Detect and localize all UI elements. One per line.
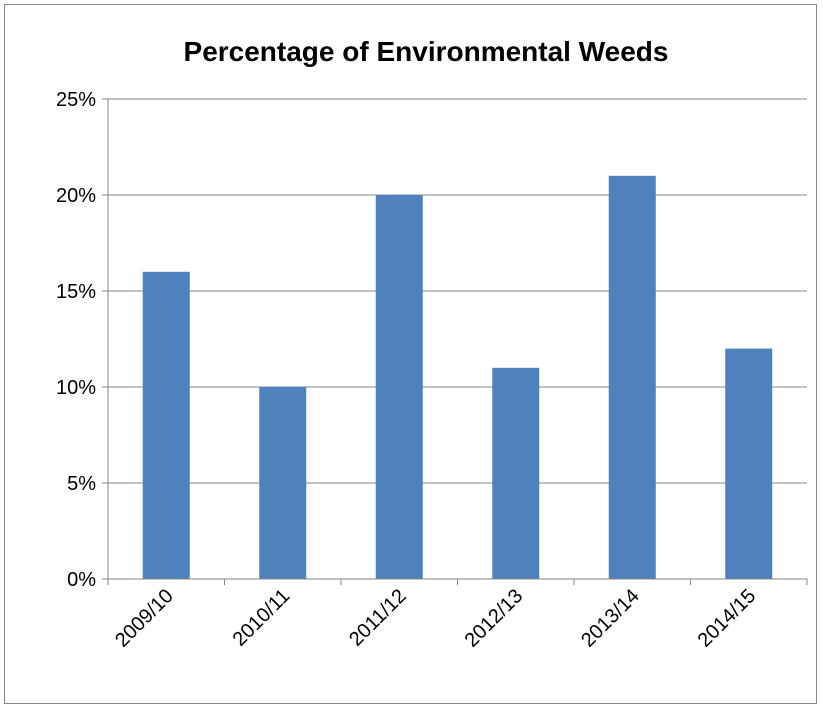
x-tick-label: 2011/12 bbox=[345, 585, 411, 651]
bar-2013-14 bbox=[608, 175, 656, 580]
y-tick-label: 10% bbox=[56, 377, 96, 399]
bar-2014-15 bbox=[725, 348, 773, 579]
y-tick-label: 25% bbox=[56, 89, 96, 111]
gridlines bbox=[108, 98, 807, 484]
y-tick-label: 20% bbox=[56, 185, 96, 207]
x-tick-label: 2009/10 bbox=[111, 585, 178, 652]
x-tick-label: 2010/11 bbox=[229, 585, 295, 651]
bar-2009-10 bbox=[142, 271, 190, 579]
bar-2012-13 bbox=[492, 367, 540, 579]
axes bbox=[102, 98, 808, 585]
bar-2011-12 bbox=[375, 195, 423, 579]
y-tick-label: 0% bbox=[67, 569, 96, 591]
chart-frame: Percentage of Environmental Weeds 0% 5% 10… bbox=[4, 4, 817, 704]
chart-title: Percentage of Environmental Weeds bbox=[184, 36, 669, 67]
y-tick-labels: 0% 5% 10% 15% 20% 25% bbox=[56, 89, 96, 591]
x-tick-label: 2013/14 bbox=[577, 585, 644, 652]
x-tick-labels: 2009/10 2010/11 2011/12 2012/13 2013/14 2014/… bbox=[111, 585, 760, 652]
bars bbox=[142, 175, 773, 580]
y-tick-label: 5% bbox=[67, 473, 96, 495]
bar-chart: Percentage of Environmental Weeds 0% 5% 10… bbox=[56, 36, 808, 652]
y-tick-label: 15% bbox=[56, 281, 96, 303]
x-tick-label: 2014/15 bbox=[694, 585, 761, 652]
bar-2010-11 bbox=[259, 387, 307, 579]
x-tick-label: 2012/13 bbox=[461, 585, 528, 652]
